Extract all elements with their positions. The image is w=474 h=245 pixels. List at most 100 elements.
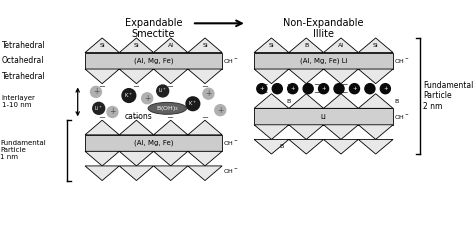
Text: Si: Si bbox=[134, 43, 139, 48]
Polygon shape bbox=[254, 125, 289, 139]
Text: Expandable
Smectite: Expandable Smectite bbox=[125, 18, 182, 39]
Text: Si: Si bbox=[100, 43, 105, 48]
Text: +: + bbox=[144, 94, 150, 103]
Bar bbox=[254, 108, 393, 125]
Polygon shape bbox=[358, 69, 393, 84]
Text: Al: Al bbox=[338, 43, 344, 48]
Text: B: B bbox=[287, 98, 291, 104]
Polygon shape bbox=[188, 69, 222, 84]
Text: −: − bbox=[201, 113, 208, 122]
Text: +: + bbox=[321, 86, 326, 91]
Polygon shape bbox=[85, 120, 119, 135]
Text: −: − bbox=[366, 88, 373, 97]
Text: +: + bbox=[205, 89, 211, 98]
Text: −: − bbox=[132, 113, 139, 122]
Text: +: + bbox=[383, 86, 388, 91]
Polygon shape bbox=[119, 151, 154, 166]
Circle shape bbox=[349, 84, 359, 94]
Polygon shape bbox=[188, 166, 222, 181]
Text: −: − bbox=[286, 88, 292, 97]
Polygon shape bbox=[119, 69, 154, 84]
Text: K$^+$: K$^+$ bbox=[188, 99, 197, 108]
Circle shape bbox=[319, 84, 328, 94]
Polygon shape bbox=[154, 166, 188, 181]
Polygon shape bbox=[358, 38, 393, 53]
Polygon shape bbox=[119, 38, 154, 53]
Polygon shape bbox=[119, 120, 154, 135]
Circle shape bbox=[203, 88, 214, 99]
Text: −: − bbox=[201, 82, 208, 91]
Text: B(OH)$_3$: B(OH)$_3$ bbox=[155, 104, 179, 113]
Bar bbox=[85, 53, 222, 69]
Ellipse shape bbox=[148, 102, 186, 114]
Text: Octahedral: Octahedral bbox=[2, 56, 45, 65]
Text: −: − bbox=[166, 113, 173, 122]
Text: −: − bbox=[341, 88, 347, 97]
Polygon shape bbox=[324, 125, 358, 139]
Text: cations: cations bbox=[124, 112, 152, 121]
Text: B: B bbox=[394, 98, 398, 104]
Circle shape bbox=[334, 84, 344, 94]
Polygon shape bbox=[188, 120, 222, 135]
Polygon shape bbox=[324, 139, 358, 154]
Circle shape bbox=[107, 107, 118, 117]
Circle shape bbox=[93, 102, 105, 114]
Text: Non-Expandable
Illite: Non-Expandable Illite bbox=[283, 18, 364, 39]
Bar bbox=[85, 135, 222, 151]
Text: −: − bbox=[132, 82, 139, 91]
Polygon shape bbox=[254, 94, 289, 108]
Circle shape bbox=[91, 86, 101, 97]
Text: +: + bbox=[109, 108, 116, 116]
Text: Li: Li bbox=[320, 114, 327, 120]
Text: Li$^+$: Li$^+$ bbox=[94, 104, 103, 113]
Polygon shape bbox=[188, 38, 222, 53]
Circle shape bbox=[303, 84, 313, 94]
Polygon shape bbox=[358, 139, 393, 154]
Circle shape bbox=[365, 84, 375, 94]
Bar bbox=[254, 53, 393, 69]
Polygon shape bbox=[358, 94, 393, 108]
Text: Interlayer
1-10 nm: Interlayer 1-10 nm bbox=[2, 96, 36, 109]
Text: −: − bbox=[261, 88, 267, 97]
Polygon shape bbox=[324, 94, 358, 108]
Text: Li$^+$: Li$^+$ bbox=[158, 86, 167, 95]
Circle shape bbox=[157, 85, 169, 97]
Text: OH$^-$: OH$^-$ bbox=[223, 57, 239, 65]
Polygon shape bbox=[289, 94, 324, 108]
Polygon shape bbox=[154, 69, 188, 84]
Text: Si: Si bbox=[373, 43, 379, 48]
Text: (Al, Mg, Fe): (Al, Mg, Fe) bbox=[134, 58, 173, 64]
Text: −: − bbox=[313, 81, 320, 89]
Polygon shape bbox=[254, 139, 289, 154]
Text: OH$^-$: OH$^-$ bbox=[394, 112, 410, 121]
Polygon shape bbox=[324, 38, 358, 53]
Text: +: + bbox=[260, 86, 264, 91]
Text: −: − bbox=[341, 81, 347, 89]
Text: +: + bbox=[217, 106, 223, 115]
Polygon shape bbox=[85, 69, 119, 84]
Polygon shape bbox=[85, 151, 119, 166]
Circle shape bbox=[186, 97, 200, 110]
Text: K$^+$: K$^+$ bbox=[124, 91, 133, 100]
Text: −: − bbox=[286, 81, 292, 89]
Text: B: B bbox=[304, 43, 309, 48]
Text: OH$^-$: OH$^-$ bbox=[223, 167, 239, 175]
Text: Tetrahedral: Tetrahedral bbox=[2, 72, 46, 81]
Polygon shape bbox=[289, 69, 324, 84]
Text: −: − bbox=[366, 81, 373, 89]
Text: Si: Si bbox=[269, 43, 274, 48]
Polygon shape bbox=[154, 120, 188, 135]
Circle shape bbox=[215, 105, 226, 116]
Circle shape bbox=[272, 84, 283, 94]
Text: −: − bbox=[166, 82, 173, 91]
Polygon shape bbox=[254, 69, 289, 84]
Polygon shape bbox=[324, 69, 358, 84]
Text: +: + bbox=[352, 86, 357, 91]
Text: −: − bbox=[313, 88, 320, 97]
Text: +: + bbox=[291, 86, 295, 91]
Polygon shape bbox=[85, 166, 119, 181]
Text: OH$^-$: OH$^-$ bbox=[394, 57, 410, 65]
Polygon shape bbox=[188, 151, 222, 166]
Text: −: − bbox=[261, 81, 267, 89]
Text: (Al, Mg, Fe): (Al, Mg, Fe) bbox=[134, 140, 173, 146]
